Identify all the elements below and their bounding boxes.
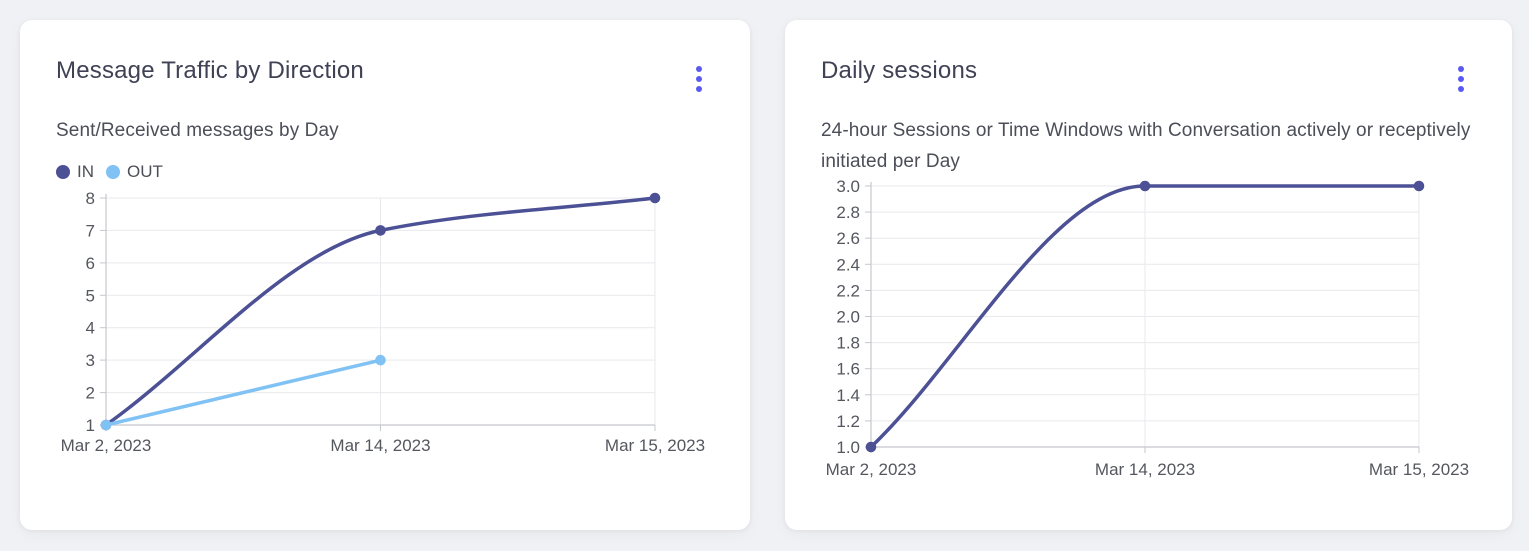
card-title-message-traffic: Message Traffic by Direction [56,57,364,84]
svg-text:Mar 14, 2023: Mar 14, 2023 [1095,460,1195,479]
message-traffic-line-chart: 1 2 3 4 5 6 7 8 Mar 2, 2023 Mar 14, 2023 Mar 15, 2… [61,189,705,455]
chart-legend: IN OUT [56,161,710,183]
legend-dot-in [56,165,70,179]
svg-text:Mar 15, 2023: Mar 15, 2023 [605,436,705,455]
svg-text:Mar 15, 2023: Mar 15, 2023 [1369,460,1469,479]
svg-text:3.0: 3.0 [836,177,860,196]
kebab-dot [696,76,702,82]
legend-item-out[interactable]: OUT [106,162,163,182]
svg-text:2.0: 2.0 [836,308,860,327]
kebab-dot [696,66,702,72]
svg-text:1.6: 1.6 [836,360,860,379]
kebab-menu-icon[interactable] [1450,60,1472,98]
legend-label-out: OUT [127,162,163,181]
card-header: Daily sessions [821,56,1472,98]
svg-text:1.2: 1.2 [836,412,860,431]
card-subtitle-daily-sessions: 24-hour Sessions or Time Windows with Co… [821,120,1471,172]
svg-text:4: 4 [86,319,95,338]
svg-text:Mar 2, 2023: Mar 2, 2023 [826,460,917,479]
svg-text:3: 3 [86,351,95,370]
kebab-dot [1458,86,1464,92]
svg-text:8: 8 [86,189,95,208]
card-daily-sessions: Daily sessions 24-hour Sessions or Time … [785,20,1512,530]
svg-text:1: 1 [86,416,95,435]
svg-text:6: 6 [86,254,95,273]
daily-sessions-line-chart: 1.0 1.2 1.4 1.6 1.8 2.0 2.2 2.4 2.6 2.8 3.0 Mar 2, … [826,177,1469,479]
svg-text:2: 2 [86,384,95,403]
svg-text:Mar 2, 2023: Mar 2, 2023 [61,436,152,455]
svg-text:7: 7 [86,221,95,240]
card-subtitle-message-traffic: Sent/Received messages by Day [56,120,339,141]
svg-text:Mar 14, 2023: Mar 14, 2023 [330,436,430,455]
svg-text:1.0: 1.0 [836,438,860,457]
legend-label-in: IN [77,162,94,181]
svg-text:2.2: 2.2 [836,281,860,300]
kebab-dot [1458,76,1464,82]
kebab-dot [696,86,702,92]
legend-item-in[interactable]: IN [56,162,94,182]
svg-text:1.8: 1.8 [836,334,860,353]
svg-text:5: 5 [86,286,95,305]
svg-text:2.6: 2.6 [836,229,860,248]
svg-text:2.8: 2.8 [836,203,860,222]
kebab-dot [1458,66,1464,72]
card-message-traffic: Message Traffic by Direction Sent/Receiv… [20,20,750,530]
kebab-menu-icon[interactable] [688,60,710,98]
legend-dot-out [106,165,120,179]
svg-text:1.4: 1.4 [836,386,860,405]
svg-text:2.4: 2.4 [836,255,860,274]
card-title-daily-sessions: Daily sessions [821,57,978,84]
card-header: Message Traffic by Direction [56,56,710,98]
